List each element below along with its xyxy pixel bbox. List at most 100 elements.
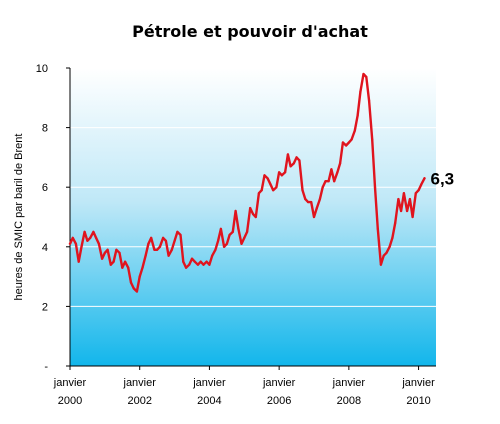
data-point: [124, 260, 127, 263]
x-tick-month: janvier: [262, 377, 296, 389]
data-point: [391, 236, 394, 239]
chart-title: Pétrole et pouvoir d'achat: [132, 22, 368, 41]
data-point: [205, 260, 208, 263]
data-point: [135, 290, 138, 293]
data-point: [307, 201, 310, 204]
data-point: [223, 245, 226, 248]
data-point: [336, 171, 339, 174]
data-point: [202, 263, 205, 266]
x-tick-year: 2002: [127, 395, 151, 407]
data-point: [199, 260, 202, 263]
data-point: [301, 189, 304, 192]
data-point: [141, 266, 144, 269]
data-point: [225, 242, 228, 245]
data-point: [280, 174, 283, 177]
data-point: [138, 275, 141, 278]
y-axis-label: heures de SMIC par baril de Brent: [13, 134, 25, 301]
data-point: [269, 183, 272, 186]
data-point: [339, 162, 342, 165]
data-point: [286, 153, 289, 156]
data-point: [263, 174, 266, 177]
x-tick-labels: janvier 2000 janvier 2002 janvier 2004 janvier…: [53, 366, 435, 407]
data-point: [321, 186, 324, 189]
end-value-label: 6,3: [430, 169, 454, 188]
x-tick-year: 2004: [197, 395, 221, 407]
data-point: [109, 263, 112, 266]
data-point: [86, 239, 89, 242]
x-tick-year: 2006: [267, 395, 291, 407]
y-tick-labels: - 2 4 6 8 10: [36, 63, 70, 373]
data-point: [388, 245, 391, 248]
data-point: [167, 254, 170, 257]
data-point: [83, 230, 86, 233]
data-point: [118, 251, 121, 254]
data-point: [292, 162, 295, 165]
data-point: [156, 248, 159, 251]
data-point: [260, 189, 263, 192]
data-point: [312, 215, 316, 219]
data-point: [211, 254, 214, 257]
data-point: [298, 159, 301, 162]
data-point: [257, 192, 260, 195]
data-point: [164, 239, 167, 242]
series-group: 6,3: [68, 72, 454, 293]
data-point: [80, 245, 83, 248]
x-tick-month: janvier: [332, 377, 366, 389]
x-tick-year: 2008: [337, 395, 361, 407]
data-point: [315, 207, 318, 210]
data-point: [376, 227, 379, 230]
data-point: [243, 236, 246, 239]
x-tick-month: janvier: [401, 377, 435, 389]
x-tick-year: 2000: [58, 395, 82, 407]
data-point: [182, 260, 185, 263]
data-point: [414, 192, 417, 195]
data-point: [132, 287, 135, 290]
data-point: [330, 168, 333, 171]
x-tick-month: janvier: [123, 377, 157, 389]
data-point: [95, 236, 98, 239]
data-point: [417, 189, 420, 192]
data-point: [420, 183, 423, 186]
data-point: [237, 227, 240, 230]
data-point: [147, 242, 150, 245]
data-point: [246, 230, 249, 233]
y-tick-label: 4: [42, 242, 48, 254]
data-point: [101, 257, 104, 260]
data-point: [115, 248, 118, 251]
x-tick-month: janvier: [192, 377, 226, 389]
data-point: [219, 227, 222, 230]
data-point: [103, 251, 106, 254]
data-point: [394, 221, 397, 225]
data-point: [365, 75, 368, 78]
data-point: [341, 141, 344, 144]
data-point: [400, 209, 403, 213]
data-point: [158, 245, 161, 248]
data-point: [170, 248, 173, 251]
data-point: [173, 239, 176, 242]
data-point: [284, 171, 287, 174]
data-point: [278, 171, 281, 174]
data-point: [371, 138, 374, 141]
data-point: [368, 99, 371, 102]
data-point: [350, 138, 353, 141]
data-point: [310, 201, 313, 204]
data-point: [327, 180, 330, 183]
y-tick-label: 10: [36, 63, 48, 75]
data-point: [249, 207, 252, 210]
data-point: [402, 192, 405, 195]
data-point: [356, 114, 359, 117]
data-point: [324, 180, 327, 183]
data-point: [106, 248, 109, 251]
data-point: [74, 242, 77, 245]
data-point: [150, 236, 153, 239]
data-point: [347, 141, 350, 144]
data-point: [228, 233, 231, 236]
data-point: [196, 263, 199, 266]
gridlines: [70, 67, 436, 307]
data-point: [353, 129, 356, 132]
data-point: [333, 180, 336, 183]
data-point: [359, 90, 362, 93]
data-point: [71, 236, 74, 239]
data-point: [179, 233, 182, 236]
data-point: [92, 230, 95, 233]
